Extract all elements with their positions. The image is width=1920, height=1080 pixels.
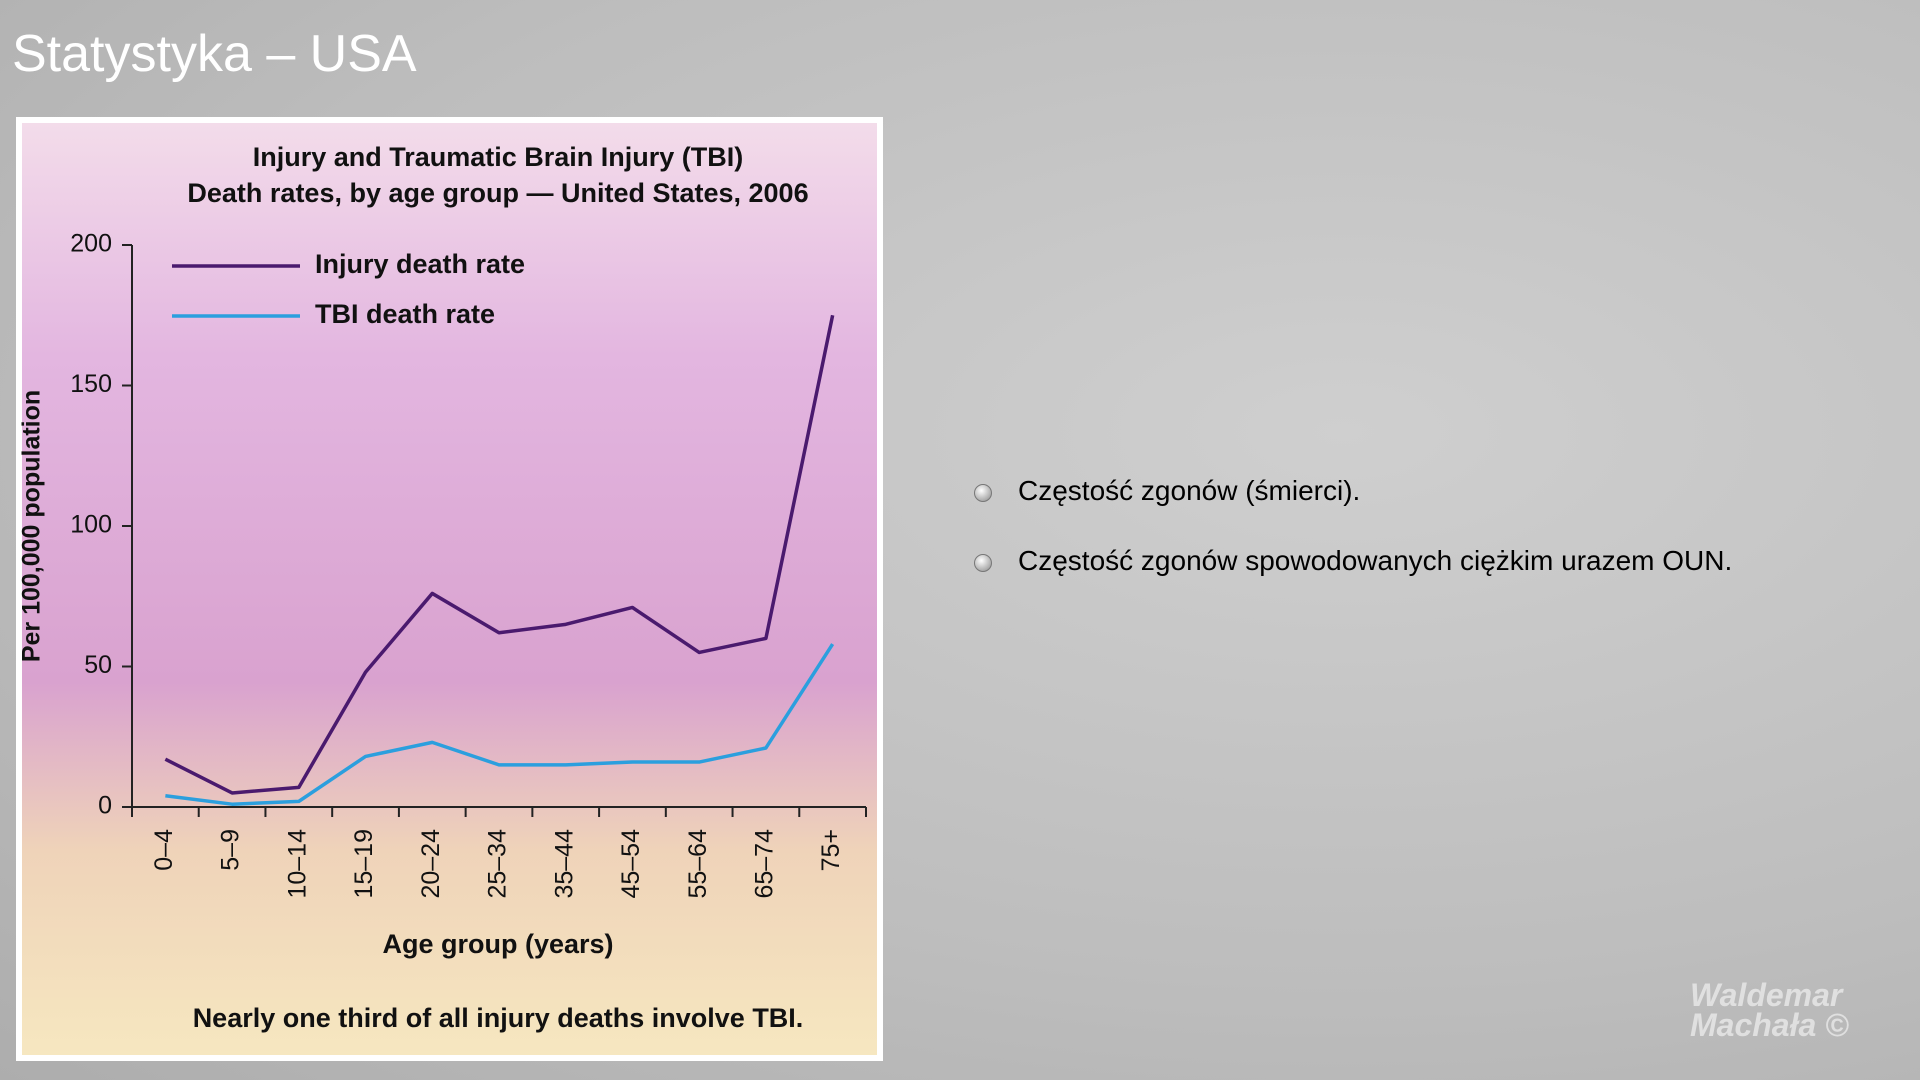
y-tick-label: 100 [70, 511, 112, 539]
x-tick-label: 0–4 [150, 829, 178, 871]
x-tick-label: 10–14 [283, 829, 311, 899]
legend-label: Injury death rate [315, 249, 525, 279]
x-tick-label: 25–34 [484, 829, 512, 899]
data-line [164, 314, 835, 795]
bullet: Częstość zgonów spowodowanych ciężkim ur… [970, 545, 1732, 577]
x-tick-label: 65–74 [751, 829, 779, 899]
bullet-list: Częstość zgonów (śmierci). Częstość zgon… [970, 475, 1732, 615]
x-tick-label: 55–64 [684, 829, 712, 899]
x-tick-label: 15–19 [350, 829, 378, 899]
x-tick-label: 35–44 [550, 829, 578, 899]
x-tick-label: 75+ [817, 829, 845, 871]
y-tick-label: 200 [70, 230, 112, 258]
chart-background [22, 123, 877, 1055]
watermark: Waldemar Machała © [1690, 977, 1849, 1043]
slide-title: Statystyka – USA [12, 25, 417, 83]
x-axis-label: Age group (years) [382, 929, 613, 959]
x-tick-label: 45–54 [617, 829, 645, 899]
chart-subtitle: Death rates, by age group — United State… [187, 178, 808, 208]
y-tick-label: 0 [98, 792, 112, 820]
watermark-line: Waldemar [1690, 977, 1843, 1013]
y-axis-label: Per 100,000 population [18, 390, 46, 662]
data-line [165, 643, 835, 806]
x-tick-label: 5–9 [217, 829, 245, 871]
bullet: Częstość zgonów (śmierci). [970, 475, 1732, 507]
annotation: Nearly one third of all injury deaths in… [193, 1003, 804, 1033]
y-tick-label: 150 [70, 370, 112, 398]
y-tick-label: 50 [84, 651, 112, 679]
watermark-line: Machała © [1690, 1007, 1849, 1043]
x-tick-label: 20–24 [417, 829, 445, 899]
legend-label: TBI death rate [315, 299, 495, 329]
chart-title: Injury and Traumatic Brain Injury (TBI) [253, 142, 744, 172]
